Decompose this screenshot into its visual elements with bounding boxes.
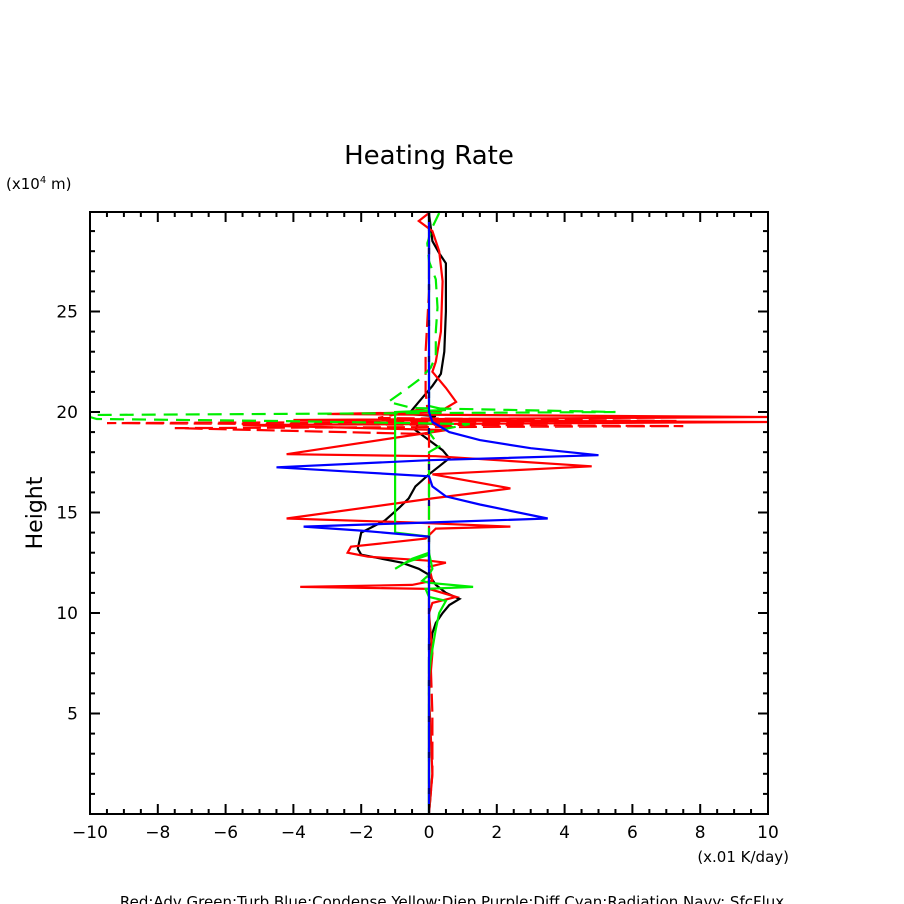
x-axis-label: (x.01 K/day) — [697, 848, 789, 866]
y-tick-label: 15 — [56, 503, 78, 523]
y-unit-suffix: m) — [46, 175, 71, 193]
chart-title: Heating Rate — [344, 141, 514, 171]
x-tick-label: 8 — [695, 823, 706, 843]
series-total — [356, 212, 462, 814]
axes-layer: −10 −8 −6 −4 −2 0 2 4 6 8 10 5 10 15 20 25 — [56, 212, 779, 843]
series-green-turb-dashed — [90, 212, 616, 814]
plot-frame — [89, 211, 769, 815]
y-tick-label: 5 — [67, 704, 78, 724]
x-tick-label: −10 — [72, 823, 108, 843]
x-tick-label: −2 — [349, 823, 374, 843]
x-tick-label: −4 — [281, 823, 306, 843]
x-tick-label: 4 — [559, 823, 570, 843]
series-layer — [90, 212, 769, 815]
series-blue-condense — [276, 212, 599, 814]
y-axis-label: Height — [23, 476, 48, 549]
y-unit-label: (x104 m) — [6, 175, 71, 193]
x-tick-label: 2 — [491, 823, 502, 843]
y-unit-prefix: (x10 — [6, 175, 40, 193]
x-tick-label: 0 — [424, 823, 435, 843]
y-tick-label: 25 — [56, 302, 78, 322]
x-tick-label: 10 — [757, 823, 779, 843]
y-tick-label: 10 — [56, 604, 78, 624]
series-red-adv-solid — [242, 212, 769, 815]
x-tick-label: −6 — [213, 823, 238, 843]
x-tick-label: 6 — [627, 823, 638, 843]
y-unit-exponent: 4 — [40, 175, 46, 186]
y-tick-label: 20 — [56, 403, 78, 423]
legend-text: Red:Adv Green:Turb Blue:Condense Yellow:… — [120, 893, 784, 904]
series-green-turb-solid — [394, 212, 474, 814]
x-tick-label: −8 — [145, 823, 170, 843]
